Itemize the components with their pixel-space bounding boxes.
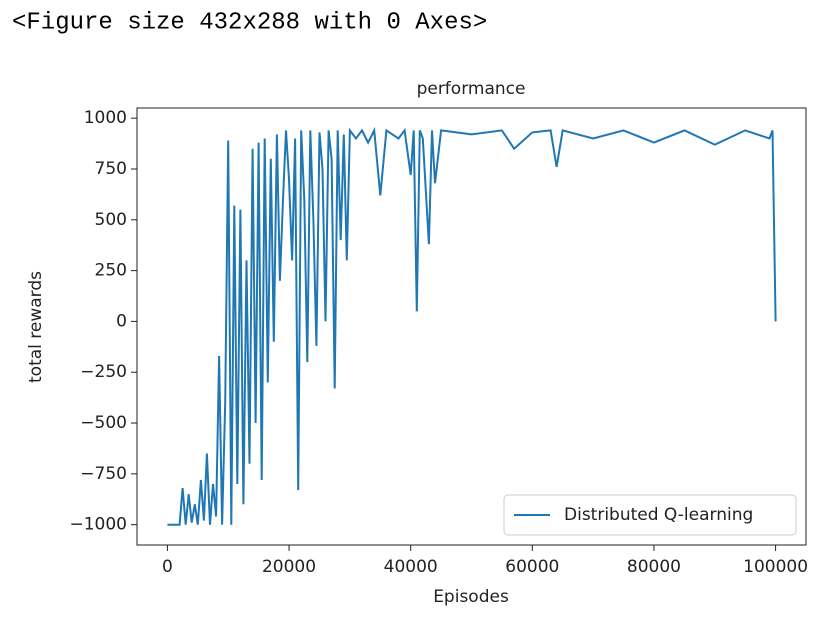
- chart-title: performance: [417, 79, 526, 99]
- x-tick-label: 0: [162, 557, 173, 577]
- x-tick-label: 60000: [505, 557, 559, 577]
- y-tick-label: 0: [116, 311, 127, 331]
- legend-box: [503, 494, 797, 536]
- y-axis-label: total rewards: [26, 271, 46, 383]
- y-tick-label: 500: [95, 210, 127, 230]
- plot-frame: [136, 107, 807, 546]
- y-tick-label: −750: [80, 464, 127, 484]
- y-tick-label: 250: [95, 261, 127, 281]
- x-tick-label: 40000: [384, 557, 438, 577]
- x-tick-label: 80000: [627, 557, 681, 577]
- x-tick-label: 20000: [262, 557, 316, 577]
- legend-label: Distributed Q-learning: [564, 505, 753, 525]
- x-tick-label: 100000: [743, 557, 808, 577]
- y-tick-label: 1000: [84, 108, 127, 128]
- x-axis-label: Episodes: [433, 587, 509, 607]
- y-tick-label: −500: [80, 413, 127, 433]
- y-tick-label: −1000: [69, 515, 127, 535]
- y-tick-label: 750: [95, 159, 127, 179]
- output-text: <Figure size 432x288 with 0 Axes>: [12, 9, 487, 36]
- series-line: [167, 126, 777, 526]
- y-tick-label: −250: [80, 362, 127, 382]
